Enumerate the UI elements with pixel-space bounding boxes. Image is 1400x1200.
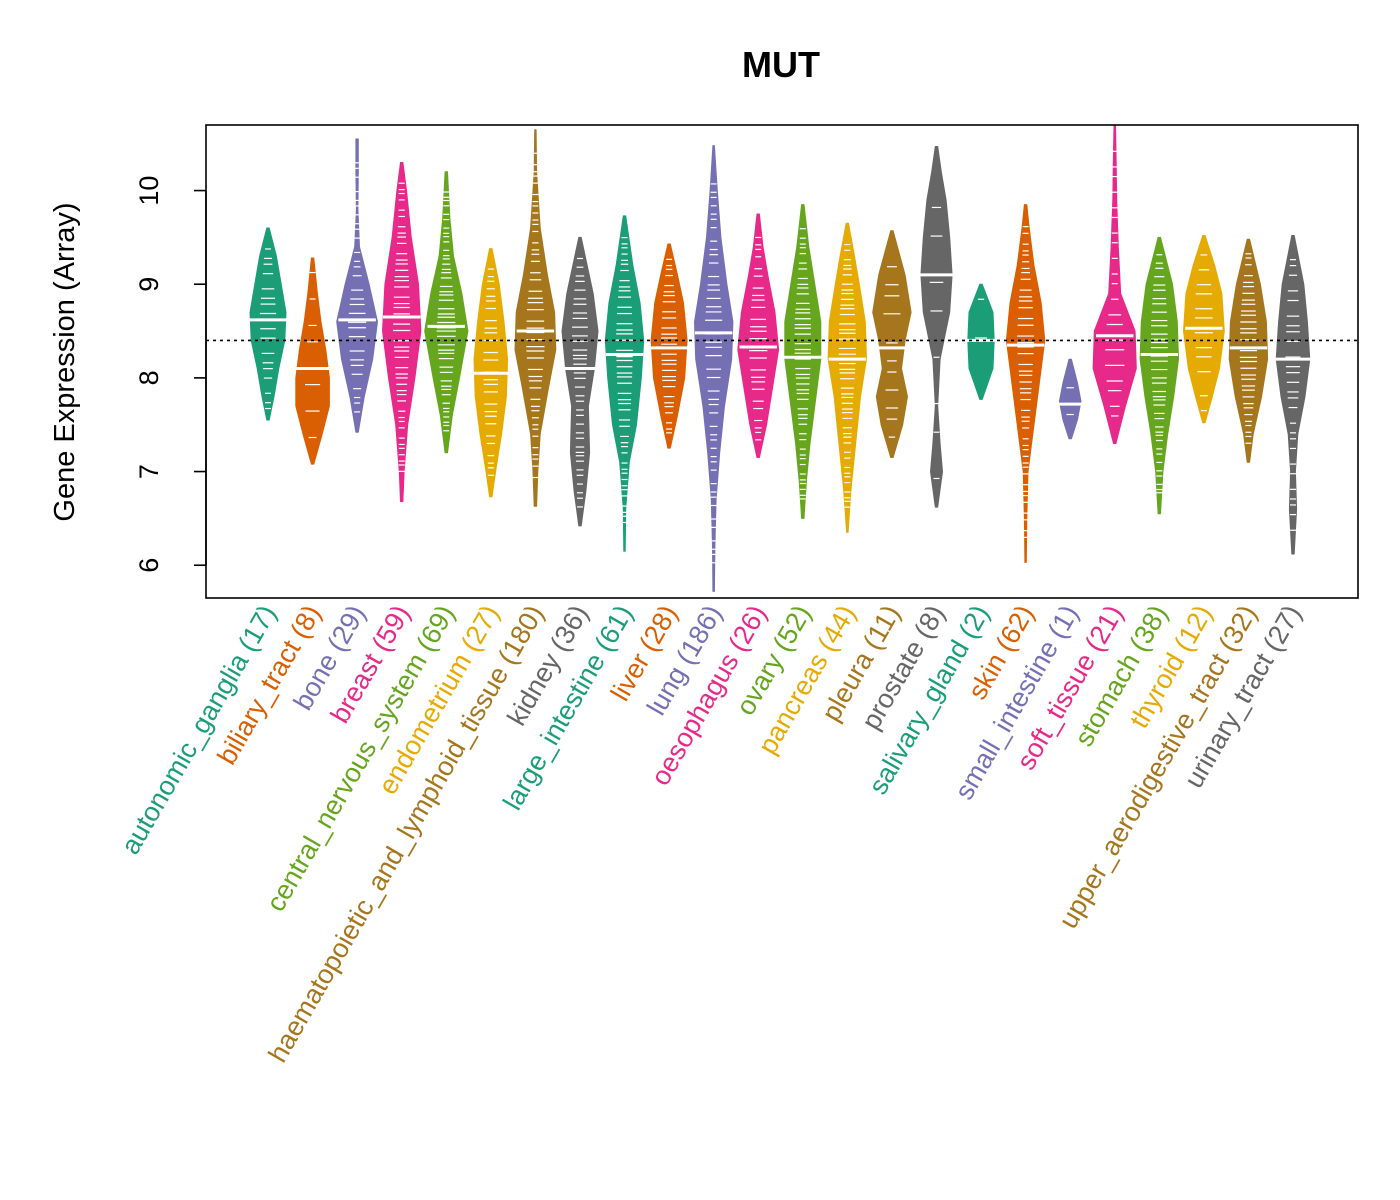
violin-biliary_tract — [293, 257, 332, 465]
violin-pancreas — [827, 222, 867, 533]
y-axis-label: Gene Expression (Array) — [49, 202, 81, 521]
chart-title: MUT — [742, 44, 820, 85]
y-tick-label: 6 — [134, 558, 164, 573]
violin-prostate — [917, 146, 956, 508]
violin-oesophagus — [737, 213, 780, 458]
y-axis: 6 7 8 9 10 — [134, 176, 207, 573]
violin-soft_tissue — [1092, 124, 1137, 444]
violin-stomach — [1139, 236, 1179, 515]
violin-haematopoietic_and_lymphoid_tissue — [514, 129, 557, 507]
violin-pleura — [872, 230, 912, 458]
plot-frame — [205, 124, 1359, 599]
violin-breast — [382, 162, 422, 502]
y-tick-label: 10 — [134, 176, 164, 206]
violin-large_intestine — [604, 215, 645, 552]
violin-bone — [336, 138, 378, 433]
violin-small_intestine — [1051, 358, 1089, 440]
violin-thyroid — [1183, 235, 1225, 424]
y-tick-label: 7 — [134, 464, 164, 479]
violin-endometrium — [472, 248, 510, 498]
violin-kidney — [561, 236, 599, 527]
y-tick-label: 8 — [134, 370, 164, 385]
violin-central_nervous_system — [424, 171, 469, 454]
violin-urinary_tract — [1274, 235, 1312, 555]
x-axis: autonomic_ganglia (17)biliary_tract (8)b… — [115, 600, 1307, 1067]
violin-lung — [694, 145, 734, 592]
y-tick-label: 9 — [134, 277, 164, 292]
violin-autonomic_ganglia — [249, 227, 287, 421]
violin-upper_aerodigestive_tract — [1228, 238, 1269, 463]
violin-group — [249, 124, 1312, 592]
violin-salivary_gland — [962, 283, 1000, 400]
violin-ovary — [784, 204, 822, 519]
violin-skin — [1005, 204, 1046, 563]
violin-liver — [650, 243, 688, 449]
